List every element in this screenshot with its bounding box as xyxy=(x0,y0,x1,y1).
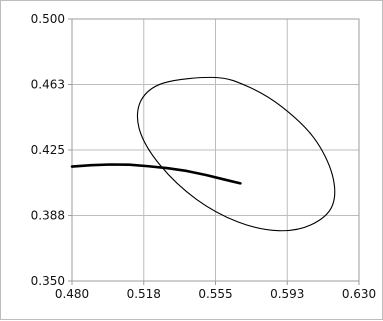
x-tick-label: 0.518 xyxy=(127,287,161,301)
x-tick-label: 0.593 xyxy=(270,287,304,301)
x-tick-label: 0.555 xyxy=(198,287,232,301)
data-series xyxy=(70,76,336,232)
x-tick-label: 0.630 xyxy=(342,287,376,301)
grid-lines xyxy=(71,18,360,282)
y-tick-label: 0.388 xyxy=(31,209,65,223)
ellipse-series-line xyxy=(136,76,336,232)
x-axis-tick-labels: 0.480 0.518 0.555 0.593 0.630 xyxy=(55,287,376,301)
y-tick-label: 0.500 xyxy=(31,12,65,26)
y-tick-label: 0.425 xyxy=(31,143,65,157)
x-tick-label: 0.480 xyxy=(55,287,89,301)
plot-area-border xyxy=(68,18,360,285)
y-tick-label: 0.350 xyxy=(31,274,65,288)
curve-series-line xyxy=(70,163,242,185)
y-tick-label: 0.463 xyxy=(31,78,65,92)
y-axis-tick-labels: 0.350 0.388 0.425 0.463 0.500 xyxy=(31,12,65,288)
